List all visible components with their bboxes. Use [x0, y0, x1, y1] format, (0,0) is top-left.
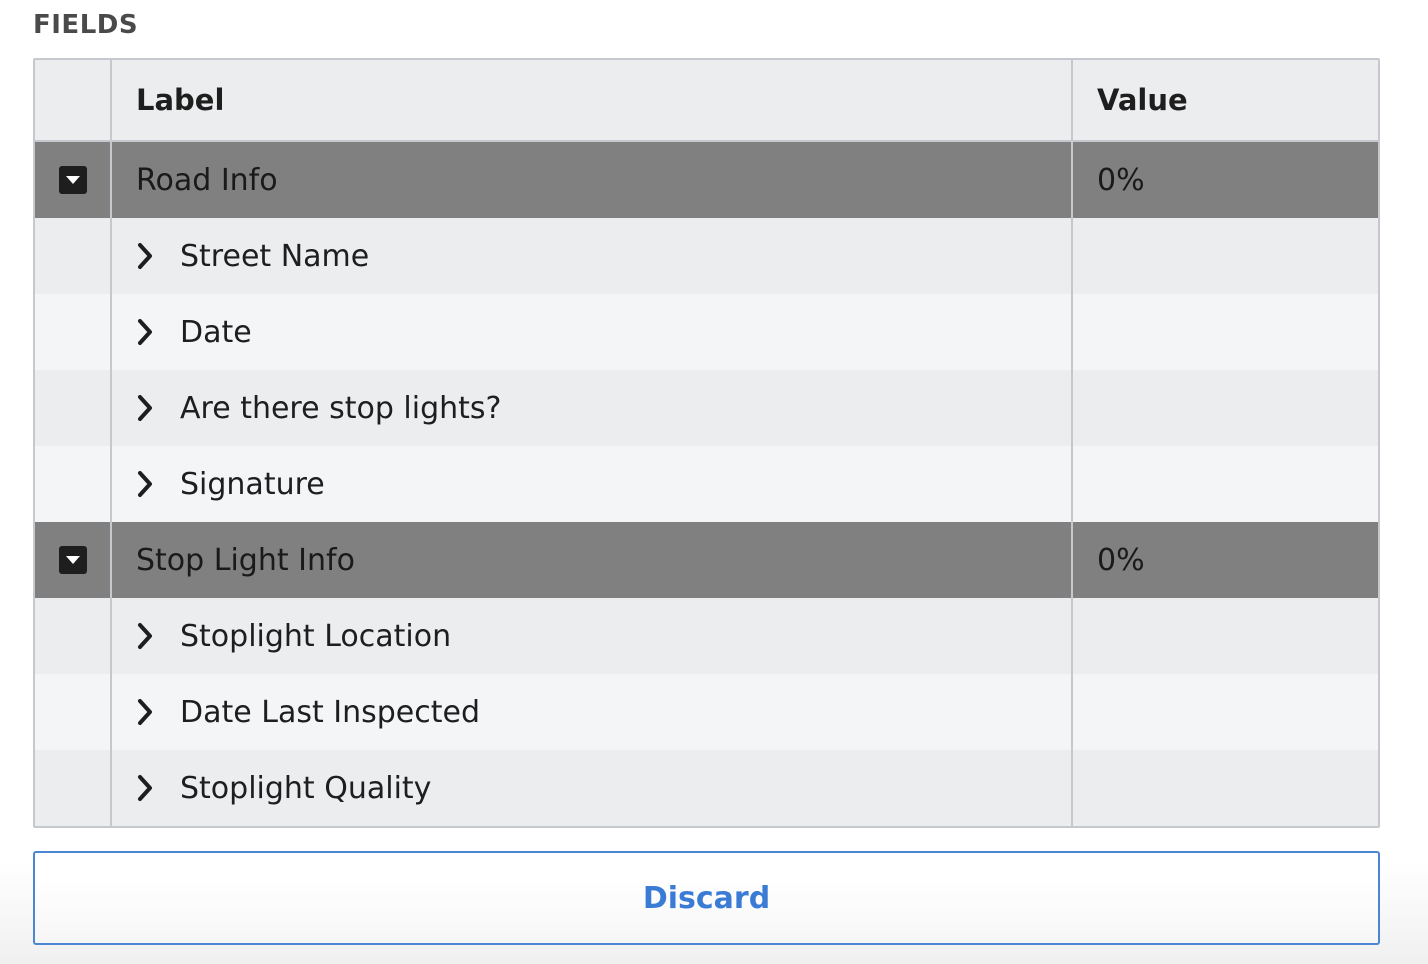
field-spacer-cell [35, 218, 112, 294]
section-title: FIELDS [33, 10, 139, 40]
field-value [1073, 294, 1378, 370]
field-label: Street Name [180, 238, 370, 274]
group-label: Road Info [112, 142, 1073, 218]
field-spacer-cell [35, 446, 112, 522]
field-label-cell[interactable]: Stoplight Location [112, 598, 1073, 674]
field-label-cell[interactable]: Street Name [112, 218, 1073, 294]
field-label: Date Last Inspected [180, 694, 481, 730]
field-value [1073, 446, 1378, 522]
group-toggle-cell[interactable] [35, 142, 112, 218]
field-label-cell[interactable]: Are there stop lights? [112, 370, 1073, 446]
field-label-cell[interactable]: Signature [112, 446, 1073, 522]
collapse-caret-icon[interactable] [58, 166, 87, 194]
field-label-cell[interactable]: Date Last Inspected [112, 674, 1073, 750]
field-value [1073, 370, 1378, 446]
field-row-stoplight-location[interactable]: Stoplight Location [35, 598, 1378, 674]
group-progress: 0% [1097, 542, 1145, 578]
field-label: Stoplight Quality [180, 770, 432, 806]
field-spacer-cell [35, 294, 112, 370]
discard-button[interactable]: Discard [33, 851, 1380, 945]
chevron-right-icon[interactable] [136, 393, 158, 423]
field-row-stoplight-quality[interactable]: Stoplight Quality [35, 750, 1378, 826]
table-header-row: Label Value [35, 60, 1378, 142]
fields-table: Label Value Road Info 0% Street Name [33, 58, 1380, 828]
collapse-caret-icon[interactable] [58, 546, 87, 574]
chevron-right-icon[interactable] [136, 773, 158, 803]
field-spacer-cell [35, 750, 112, 826]
field-row-date[interactable]: Date [35, 294, 1378, 370]
field-row-signature[interactable]: Signature [35, 446, 1378, 522]
header-label: Label [112, 60, 1073, 140]
field-row-stop-lights[interactable]: Are there stop lights? [35, 370, 1378, 446]
field-value [1073, 218, 1378, 294]
chevron-right-icon[interactable] [136, 697, 158, 727]
field-value [1073, 598, 1378, 674]
field-row-date-last-inspected[interactable]: Date Last Inspected [35, 674, 1378, 750]
field-label-cell[interactable]: Date [112, 294, 1073, 370]
group-row-stop-light-info[interactable]: Stop Light Info 0% [35, 522, 1378, 598]
group-label: Stop Light Info [112, 522, 1073, 598]
header-value: Value [1097, 83, 1188, 117]
chevron-right-icon[interactable] [136, 469, 158, 499]
field-row-street-name[interactable]: Street Name [35, 218, 1378, 294]
chevron-right-icon[interactable] [136, 317, 158, 347]
chevron-right-icon[interactable] [136, 241, 158, 271]
field-spacer-cell [35, 370, 112, 446]
group-toggle-cell[interactable] [35, 522, 112, 598]
header-toggle-cell [35, 60, 112, 140]
field-label-cell[interactable]: Stoplight Quality [112, 750, 1073, 826]
field-label: Signature [180, 466, 325, 502]
field-value [1073, 750, 1378, 826]
field-spacer-cell [35, 598, 112, 674]
group-row-road-info[interactable]: Road Info 0% [35, 142, 1378, 218]
field-label: Stoplight Location [180, 618, 452, 654]
chevron-right-icon[interactable] [136, 621, 158, 651]
field-label: Are there stop lights? [180, 390, 502, 426]
group-progress: 0% [1097, 162, 1145, 198]
field-value [1073, 674, 1378, 750]
field-spacer-cell [35, 674, 112, 750]
field-label: Date [180, 314, 252, 350]
